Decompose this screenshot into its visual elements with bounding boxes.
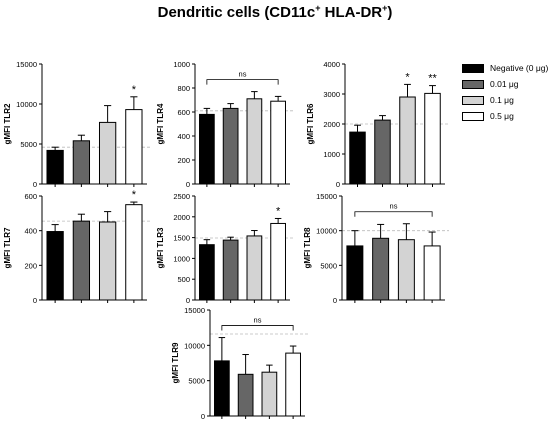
chart-5-bar-1 — [199, 244, 215, 301]
chart-7-bar-1 — [214, 360, 230, 417]
chart-1-ylabel: gMFI TLR2 — [3, 103, 12, 144]
chart-2-bracket-label: ns — [239, 70, 247, 79]
legend-swatch-negative — [462, 63, 484, 73]
chart-7-bar-2 — [237, 373, 254, 417]
chart-2-bar-2 — [222, 107, 239, 185]
chart-3-bar-1 — [349, 131, 366, 185]
legend-item-0-01: 0.01 μg — [462, 76, 548, 92]
chart-4-significance-4: * — [132, 189, 137, 201]
chart-1-bar-3 — [98, 121, 117, 185]
legend-swatch-0-01 — [462, 79, 484, 89]
chart-6-bar-3 — [397, 239, 415, 301]
chart-5-ytick-label-3: 1000 — [173, 254, 190, 263]
chart-1-bar-4 — [125, 109, 143, 185]
chart-5-ytick-label-6: 2500 — [173, 192, 190, 201]
figure-title: Dendritic cells (CD11c+ HLA-DR+) — [0, 3, 550, 21]
legend-label-negative: Negative (0 μg) — [490, 63, 549, 73]
chart-2-ytick-label-1: 0 — [186, 180, 190, 189]
figure-title-sup-2: + — [382, 3, 388, 13]
figure-title-sup-1: + — [315, 3, 321, 13]
chart-4-ytick-label-2: 200 — [24, 261, 37, 270]
chart-7-bracket — [221, 325, 294, 331]
chart-5-bar-3 — [246, 235, 263, 301]
chart-1-ytick-label-2: 5000 — [20, 140, 37, 149]
figure-title-main: Dendritic cells (CD11c — [157, 4, 316, 21]
chart-4-ytick-label-3: 400 — [24, 227, 37, 236]
chart-1-bar-1 — [46, 149, 64, 185]
chart-1-bar-2 — [72, 140, 91, 185]
chart-3-bar-4 — [424, 92, 441, 185]
figure-title-end: ) — [387, 4, 393, 21]
chart-1-ytick-label-1: 0 — [33, 180, 37, 189]
chart-5-ytick-label-1: 0 — [186, 296, 190, 305]
chart-3-ytick-label-5: 4000 — [323, 60, 340, 69]
chart-3-ytick-label-4: 3000 — [323, 90, 340, 99]
chart-2-ylabel: gMFI TLR4 — [156, 103, 165, 144]
chart-4-ytick-label-4: 600 — [24, 192, 37, 201]
figure-title-mid: HLA-DR — [320, 4, 383, 21]
chart-3-ylabel: gMFI TLR6 — [306, 103, 315, 144]
chart-1-ytick-label-4: 15000 — [16, 60, 37, 69]
chart-5-ytick-label-4: 1500 — [173, 234, 190, 243]
chart-5-ytick-label-5: 2000 — [173, 213, 190, 222]
legend-item-negative: Negative (0 μg) — [462, 60, 548, 76]
chart-2-ytick-label-4: 600 — [177, 108, 190, 117]
legend: Negative (0 μg) 0.01 μg 0.1 μg 0.5 μg — [462, 60, 548, 124]
chart-3-significance-4: ** — [428, 73, 437, 85]
chart-3-ytick-label-3: 2000 — [323, 120, 340, 129]
chart-2-bar-3 — [246, 98, 263, 185]
legend-swatch-0-5 — [462, 111, 484, 121]
chart-7-ytick-label-4: 15000 — [184, 306, 205, 315]
chart-7-ylabel: gMFI TLR9 — [171, 342, 180, 383]
chart-5-bar-2 — [222, 239, 239, 301]
chart-6-bracket — [354, 211, 433, 217]
legend-item-0-1: 0.1 μg — [462, 92, 548, 108]
chart-7-bar-3 — [261, 371, 278, 417]
chart-4-bar-1 — [46, 231, 64, 301]
chart-7-bar-4 — [285, 352, 301, 417]
chart-4-bar-2 — [72, 220, 91, 301]
chart-5-ytick-label-2: 500 — [177, 275, 190, 284]
chart-6-ytick-label-2: 5000 — [320, 261, 337, 270]
chart-6-bar-1 — [346, 245, 364, 301]
chart-2-ytick-label-3: 400 — [177, 132, 190, 141]
chart-1-significance-4: * — [132, 84, 137, 96]
chart-2-bar-4 — [270, 100, 286, 185]
legend-swatch-0-1 — [462, 95, 484, 105]
chart-6-ytick-label-4: 15000 — [316, 192, 337, 201]
chart-4-ylabel: gMFI TLR7 — [3, 227, 12, 268]
chart-4-ytick-label-1: 0 — [33, 296, 37, 305]
chart-5-ylabel: gMFI TLR3 — [156, 227, 165, 268]
chart-2-ytick-label-6: 1000 — [173, 60, 190, 69]
chart-2-ytick-label-5: 800 — [177, 84, 190, 93]
legend-item-0-5: 0.5 μg — [462, 108, 548, 124]
chart-3-bar-2 — [374, 119, 391, 185]
chart-3-ytick-label-2: 1000 — [323, 150, 340, 159]
chart-7-ytick-label-2: 5000 — [188, 377, 205, 386]
chart-6-ytick-label-1: 0 — [333, 296, 337, 305]
chart-5-significance-4: * — [276, 205, 281, 217]
chart-3-significance-3: * — [405, 71, 410, 83]
chart-6-ylabel: gMFI TLR8 — [303, 227, 312, 268]
chart-4-bar-4 — [125, 204, 143, 301]
legend-label-0-5: 0.5 μg — [490, 111, 514, 121]
chart-4-bar-3 — [98, 221, 117, 301]
chart-2-ytick-label-2: 200 — [177, 156, 190, 165]
chart-1-ytick-label-3: 10000 — [16, 100, 37, 109]
chart-3-bar-3 — [399, 96, 416, 185]
chart-2-bracket — [206, 79, 279, 85]
chart-3-ytick-label-1: 0 — [336, 180, 340, 189]
chart-7-ytick-label-3: 10000 — [184, 341, 205, 350]
legend-label-0-01: 0.01 μg — [490, 79, 519, 89]
legend-label-0-1: 0.1 μg — [490, 95, 514, 105]
chart-6-bar-2 — [372, 237, 390, 301]
chart-5-bar-4 — [270, 222, 286, 301]
chart-6-bracket-label: ns — [390, 202, 398, 211]
chart-6-ytick-label-3: 10000 — [316, 227, 337, 236]
chart-6-bar-4 — [423, 245, 441, 301]
chart-7-bracket-label: ns — [254, 316, 262, 325]
chart-7-ytick-label-1: 0 — [201, 412, 205, 421]
chart-2-bar-1 — [199, 113, 215, 185]
